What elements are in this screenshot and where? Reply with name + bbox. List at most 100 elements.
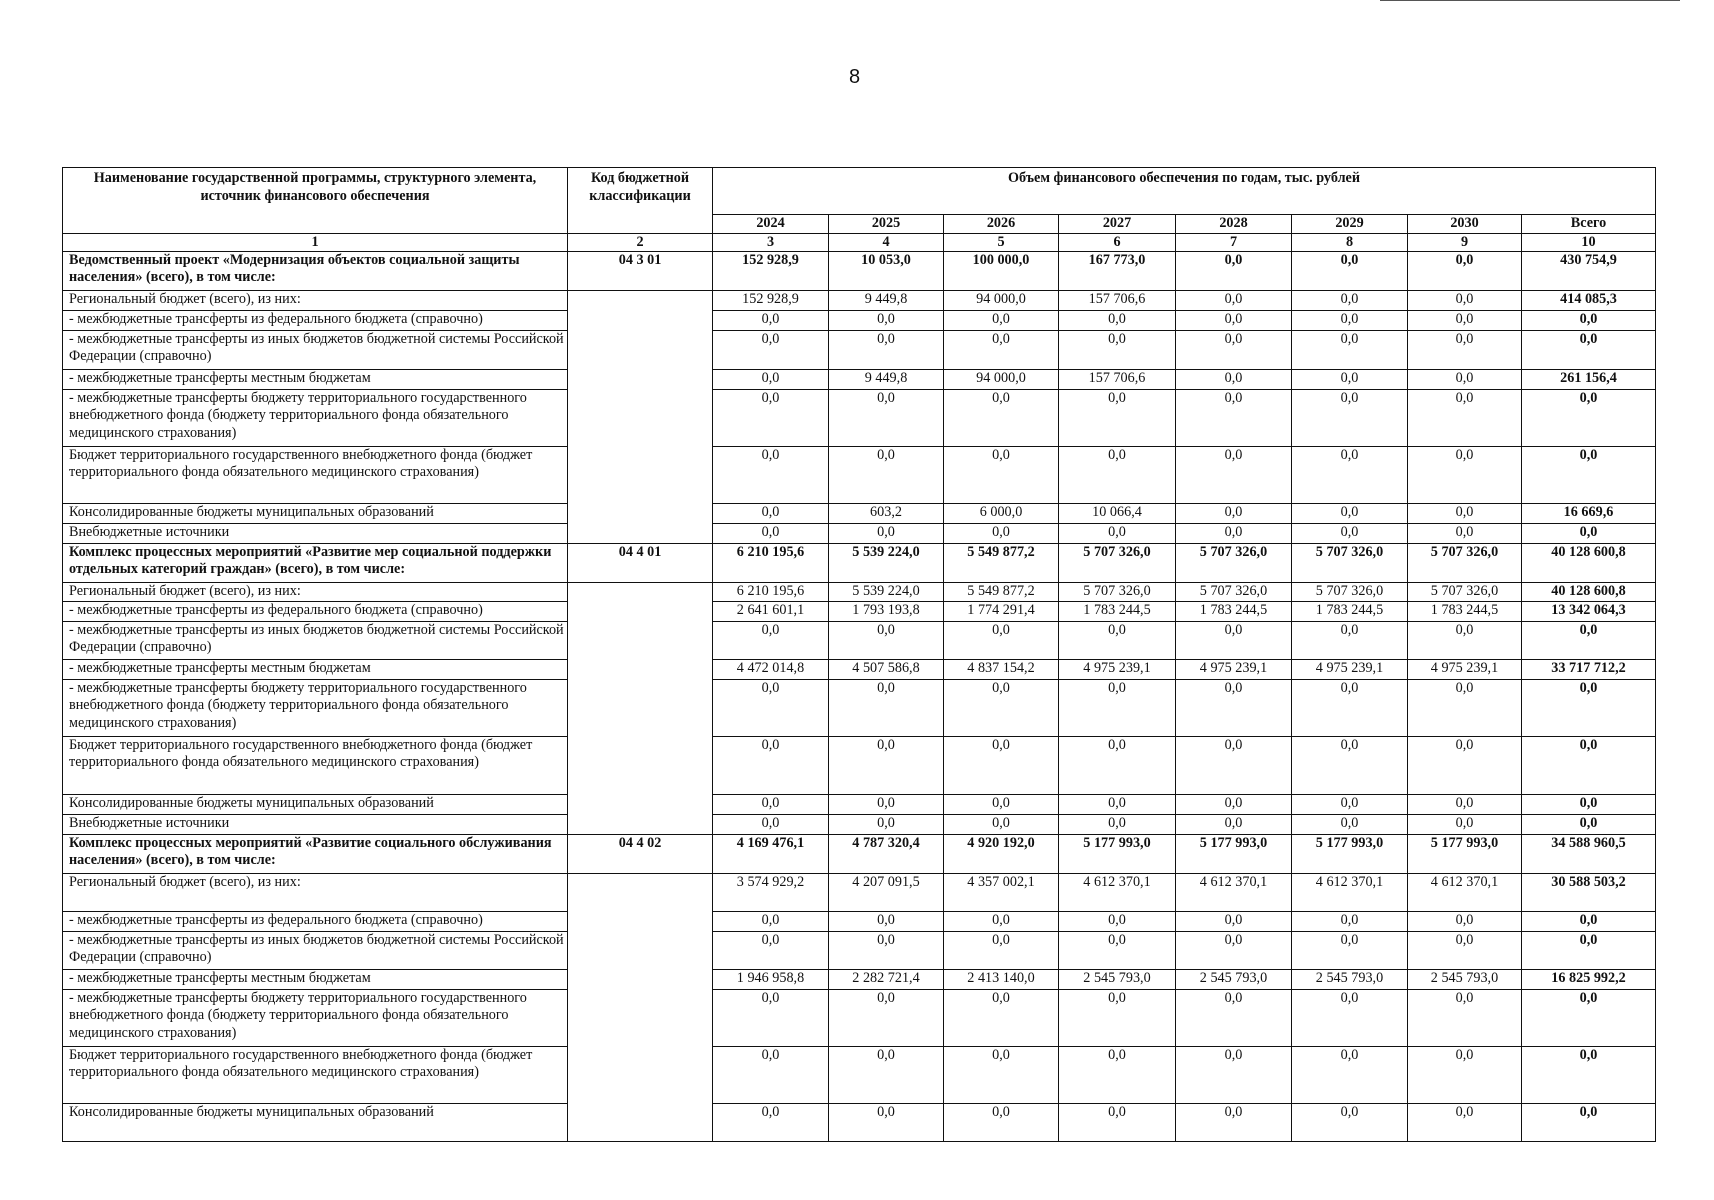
value-2026: 4 357 002,1 <box>943 872 1059 912</box>
value-2024: 1 946 958,8 <box>712 968 829 990</box>
header-year-2025: 2025 <box>828 214 944 234</box>
value-2026: 0,0 <box>943 620 1059 660</box>
value-2026: 94 000,0 <box>943 289 1059 311</box>
header-name-column: Наименование государственной программы, … <box>62 167 568 234</box>
value-2024: 6 210 195,6 <box>712 542 829 583</box>
value-2030: 0,0 <box>1407 930 1522 970</box>
value-2028: 0,0 <box>1175 522 1292 544</box>
value-2026: 0,0 <box>943 1045 1059 1104</box>
row-name: - межбюджетные трансферты местным бюджет… <box>62 368 568 390</box>
value-2027: 0,0 <box>1058 678 1176 737</box>
value-2030: 0,0 <box>1407 388 1522 447</box>
value-total: 0,0 <box>1520 445 1657 504</box>
value-2026: 0,0 <box>943 309 1059 331</box>
row-name: - межбюджетные трансферты бюджету террит… <box>62 988 568 1047</box>
value-2028: 5 177 993,0 <box>1175 833 1292 874</box>
value-2029: 0,0 <box>1291 620 1408 660</box>
value-2025: 10 053,0 <box>828 250 944 291</box>
header-year-2026: 2026 <box>943 214 1059 234</box>
value-2024: 0,0 <box>712 445 829 504</box>
value-2025: 0,0 <box>828 930 944 970</box>
value-total: 34 588 960,5 <box>1520 833 1657 874</box>
value-2024: 0,0 <box>712 502 829 524</box>
value-2028: 0,0 <box>1175 1102 1292 1142</box>
header-code-column: Код бюджетной классификации <box>567 167 713 234</box>
value-2030: 0,0 <box>1407 813 1522 835</box>
header-volume-column: Объем финансового обеспечения по годам, … <box>711 167 1657 215</box>
row-name: - межбюджетные трансферты из иных бюджет… <box>62 329 568 370</box>
value-2024: 0,0 <box>712 678 829 737</box>
value-2028: 1 783 244,5 <box>1175 600 1292 622</box>
value-2027: 0,0 <box>1058 445 1176 504</box>
value-2027: 5 707 326,0 <box>1058 542 1176 583</box>
value-2026: 0,0 <box>943 813 1059 835</box>
value-total: 0,0 <box>1520 522 1657 544</box>
value-2024: 0,0 <box>712 329 829 370</box>
row-name: Консолидированные бюджеты муниципальных … <box>62 502 568 524</box>
value-2028: 5 707 326,0 <box>1175 581 1292 602</box>
value-2029: 0,0 <box>1291 735 1408 795</box>
table-row: Консолидированные бюджеты муниципальных … <box>62 502 1657 524</box>
header-year-2029: 2029 <box>1291 214 1408 234</box>
table-row: Внебюджетные источники 0,0 0,0 0,0 0,0 0,0 0,0… <box>62 522 1657 544</box>
value-2029: 0,0 <box>1291 368 1408 390</box>
value-2027: 0,0 <box>1058 793 1176 815</box>
value-2027: 0,0 <box>1058 329 1176 370</box>
value-2027: 0,0 <box>1058 735 1176 795</box>
value-2027: 0,0 <box>1058 988 1176 1047</box>
table-row: - межбюджетные трансферты бюджету террит… <box>62 388 1657 447</box>
value-2029: 2 545 793,0 <box>1291 968 1408 990</box>
row-name: Региональный бюджет (всего), из них: <box>62 289 568 311</box>
value-2028: 0,0 <box>1175 388 1292 447</box>
value-2026: 5 549 877,2 <box>943 581 1059 602</box>
value-2027: 0,0 <box>1058 813 1176 835</box>
value-2027: 157 706,6 <box>1058 289 1176 311</box>
table-row: Региональный бюджет (всего), из них: 3 57… <box>62 872 1657 1142</box>
value-2024: 0,0 <box>712 368 829 390</box>
value-2030: 0,0 <box>1407 445 1522 504</box>
value-2026: 0,0 <box>943 445 1059 504</box>
value-2026: 0,0 <box>943 910 1059 932</box>
value-2025: 0,0 <box>828 445 944 504</box>
value-2029: 0,0 <box>1291 910 1408 932</box>
value-2025: 603,2 <box>828 502 944 524</box>
value-2028: 0,0 <box>1175 329 1292 370</box>
value-2029: 0,0 <box>1291 930 1408 970</box>
value-2030: 0,0 <box>1407 289 1522 311</box>
value-2030: 2 545 793,0 <box>1407 968 1522 990</box>
header-year-2027: 2027 <box>1058 214 1176 234</box>
value-2025: 0,0 <box>828 988 944 1047</box>
value-2028: 0,0 <box>1175 678 1292 737</box>
value-2028: 0,0 <box>1175 250 1292 291</box>
value-2029: 5 707 326,0 <box>1291 542 1408 583</box>
table-row: - межбюджетные трансферты бюджету террит… <box>62 988 1657 1047</box>
value-2024: 4 169 476,1 <box>712 833 829 874</box>
value-total: 0,0 <box>1520 678 1657 737</box>
value-2027: 167 773,0 <box>1058 250 1176 291</box>
value-2030: 0,0 <box>1407 329 1522 370</box>
header-year-2024: 2024 <box>712 214 829 234</box>
row-name: Бюджет территориального государственного… <box>62 1045 568 1104</box>
value-2029: 0,0 <box>1291 329 1408 370</box>
column-number: 7 <box>1175 232 1292 252</box>
value-2026: 0,0 <box>943 988 1059 1047</box>
row-name: - межбюджетные трансферты местным бюджет… <box>62 968 568 990</box>
budget-code-merged-cell <box>567 872 713 1142</box>
value-2028: 2 545 793,0 <box>1175 968 1292 990</box>
value-2027: 4 975 239,1 <box>1058 658 1176 680</box>
value-2026: 4 920 192,0 <box>943 833 1059 874</box>
value-2026: 100 000,0 <box>943 250 1059 291</box>
table-row: Региональный бюджет (всего), из них: 6 21… <box>62 581 1657 835</box>
value-2030: 4 612 370,1 <box>1407 872 1522 912</box>
value-2026: 5 549 877,2 <box>943 542 1059 583</box>
budget-code: 04 4 01 <box>567 542 713 583</box>
value-total: 0,0 <box>1520 309 1657 331</box>
value-2030: 0,0 <box>1407 522 1522 544</box>
table-row: - межбюджетные трансферты местным бюджет… <box>62 368 1657 390</box>
table-row: Бюджет территориального государственного… <box>62 1045 1657 1104</box>
value-2026: 0,0 <box>943 329 1059 370</box>
table-row: - межбюджетные трансферты из федеральног… <box>62 309 1657 331</box>
value-2025: 0,0 <box>828 678 944 737</box>
row-name: Региональный бюджет (всего), из них: <box>62 581 568 602</box>
value-2025: 0,0 <box>828 1045 944 1104</box>
